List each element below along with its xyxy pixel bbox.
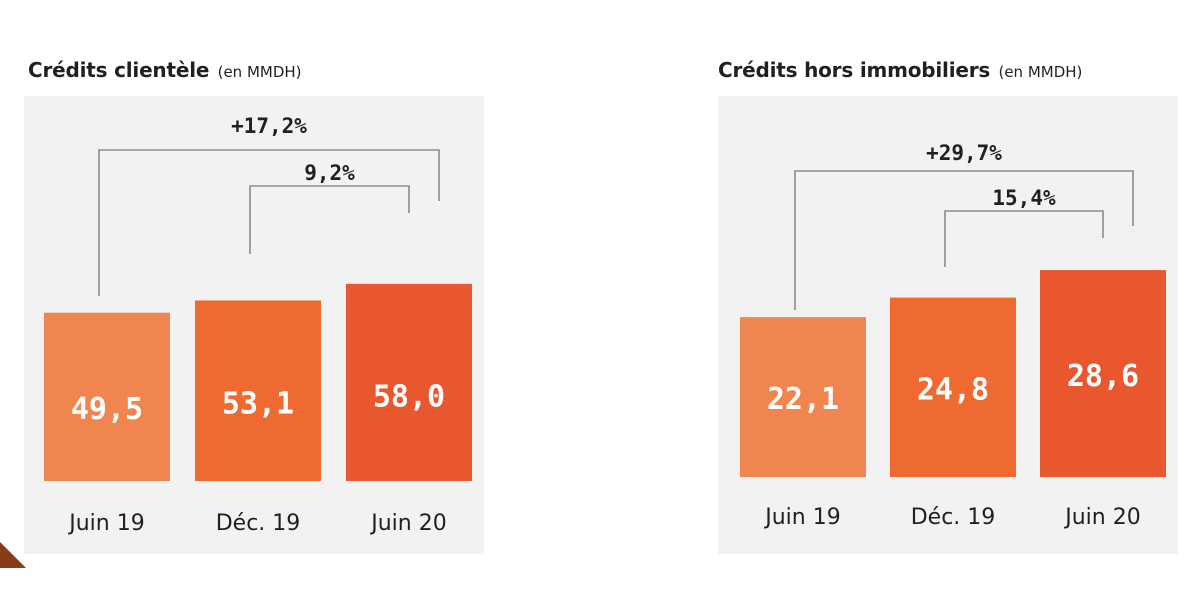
x-tick-label: Déc. 19	[911, 505, 996, 530]
bar-value-label: 58,0	[373, 380, 445, 415]
growth-label: 15,4%	[992, 186, 1056, 210]
bar-juin-19	[44, 312, 170, 481]
growth-bracket	[249, 185, 410, 254]
bar-juin-19	[740, 317, 866, 477]
decorative-corner-triangle	[0, 542, 26, 568]
growth-bracket	[944, 210, 1104, 267]
chart-title: Crédits clientèle (en MMDH)	[28, 58, 302, 82]
chart-title: Crédits hors immobiliers (en MMDH)	[718, 58, 1082, 82]
bar-d-c-19	[890, 297, 1016, 477]
chart-unit: (en MMDH)	[217, 63, 302, 81]
bar-value-label: 24,8	[917, 372, 989, 407]
growth-bracket	[98, 149, 440, 296]
growth-bracket	[794, 170, 1134, 310]
bar-value-label: 49,5	[71, 392, 143, 427]
x-tick-label: Juin 19	[67, 511, 144, 536]
chart-title-text: Crédits hors immobiliers	[718, 58, 991, 82]
growth-label: +29,7%	[926, 141, 1002, 165]
bar-value-label: 53,1	[222, 387, 294, 422]
bar-value-label: 28,6	[1067, 359, 1139, 394]
chart-plot-area: 22,1 Juin 19 24,8 Déc. 19 28,6 Juin 20 +29,7% 1…	[740, 141, 1166, 530]
bar-value-label: 22,1	[767, 382, 839, 417]
growth-label: +17,2%	[231, 114, 307, 138]
x-tick-label: Juin 20	[1063, 505, 1140, 530]
chart-unit: (en MMDH)	[998, 63, 1083, 81]
bar-juin-20	[346, 283, 472, 481]
chart-panel-credits-hors-immobiliers: Crédits hors immobiliers (en MMDH) 22,1 J…	[690, 0, 1200, 600]
growth-label: 9,2%	[304, 161, 355, 185]
x-tick-label: Juin 19	[763, 505, 840, 530]
x-tick-label: Déc. 19	[216, 511, 301, 536]
chart-panel-credits-clientele: Crédits clientèle (en MMDH) 49,5 Juin 19 5…	[0, 0, 520, 600]
chart-plot-area: 49,5 Juin 19 53,1 Déc. 19 58,0 Juin 20 +17,2% 9…	[44, 114, 472, 536]
x-tick-label: Juin 20	[369, 511, 446, 536]
bar-juin-20	[1040, 270, 1166, 477]
chart-title-text: Crédits clientèle	[28, 58, 210, 82]
bar-d-c-19	[195, 300, 321, 481]
